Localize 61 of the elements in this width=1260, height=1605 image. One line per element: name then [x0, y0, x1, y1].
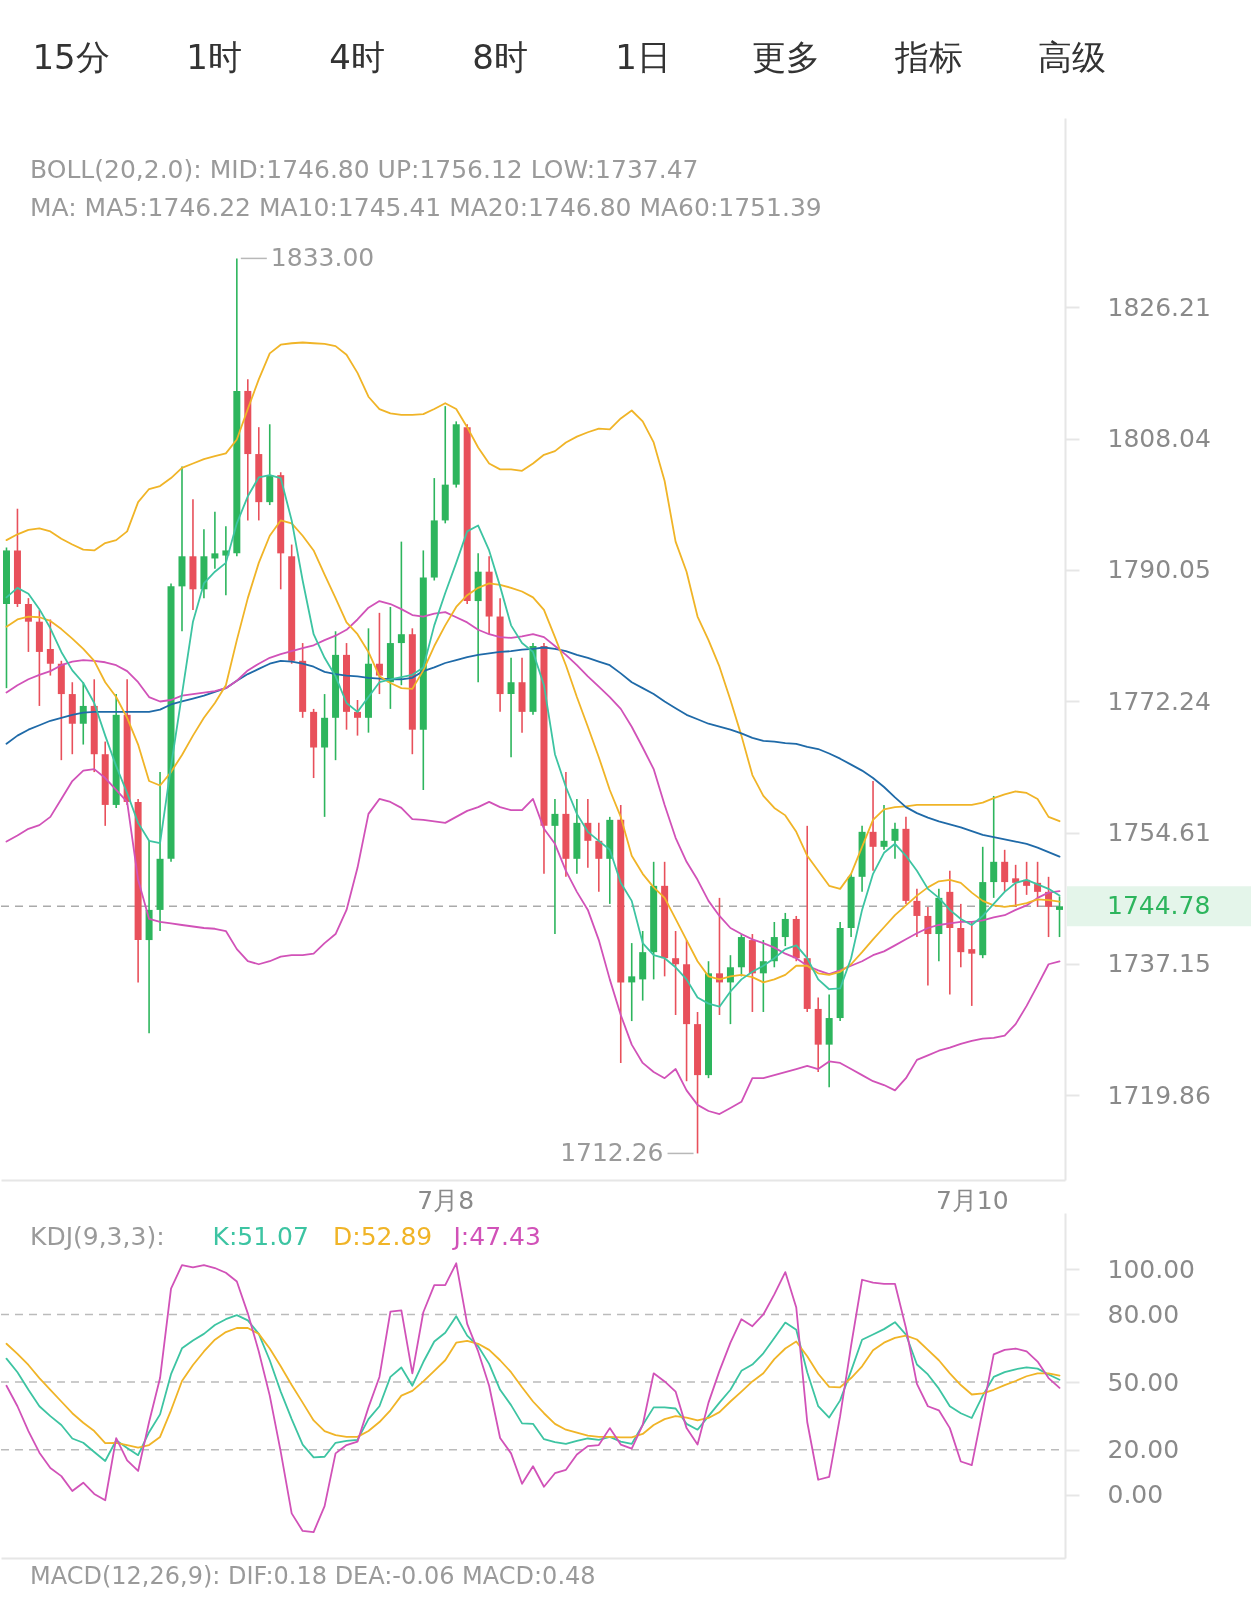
series-label: J:47.43 [451, 1222, 541, 1251]
y-tick-label: 1754.61 [1107, 818, 1211, 848]
candlestick [628, 942, 636, 1022]
text: 1712.26 [560, 1138, 664, 1168]
y-tick-label: 50.00 [1107, 1367, 1180, 1397]
y-tick-label: 100.00 [1107, 1254, 1195, 1284]
text: 1时 [186, 37, 242, 77]
text: 4时 [329, 37, 385, 77]
text: MACD(12,26,9): DIF:0.18 DEA:-0.06 MACD:0.48 [30, 1562, 596, 1590]
y-tick-label: 1826.21 [1107, 292, 1211, 322]
candlestick [1012, 864, 1020, 908]
text: 更多 [752, 37, 820, 77]
candlestick [211, 510, 219, 570]
candlestick [1056, 895, 1064, 938]
y-tick-label: 20.00 [1107, 1435, 1180, 1465]
candlestick [781, 912, 789, 947]
candlestick [672, 930, 680, 1016]
text: 1833.00 [270, 243, 375, 273]
annotation: BOLL(20,2.0): MID:1746.80 UP:1756.12 LOW:1737.47 [30, 155, 699, 184]
line-series [5, 768, 1061, 1115]
candlestick [24, 597, 32, 653]
y-tick-label: 1808.04 [1107, 424, 1211, 453]
y-tick-label: 80.00 [1107, 1299, 1180, 1329]
candlestick [397, 540, 405, 686]
candlestick [869, 780, 877, 872]
candlestick [990, 795, 998, 899]
candlestick [913, 888, 921, 938]
line-series [5, 1327, 1061, 1449]
y-tick-label: 1737.15 [1107, 949, 1211, 979]
candlestick [79, 681, 87, 746]
text: 高级 [1038, 37, 1106, 77]
candlestick [353, 699, 361, 737]
x-tick-label: 7月8 [417, 1185, 475, 1215]
text: 1日 [615, 37, 671, 77]
candlestick [507, 657, 515, 758]
text: D:52.89 [333, 1222, 433, 1251]
line-series [5, 1314, 1061, 1462]
line-series [5, 646, 1061, 858]
text: K:51.07 [212, 1222, 309, 1251]
candlestick [46, 618, 54, 677]
y-tick-label: 0.00 [1107, 1480, 1164, 1510]
y-tick-label: 1719.86 [1107, 1080, 1211, 1110]
text: 8时 [472, 37, 528, 77]
candlestick [880, 804, 888, 851]
line-series [5, 1262, 1061, 1533]
legend-title: KDJ(9,3,3): [30, 1222, 165, 1251]
text: 指标 [894, 37, 963, 77]
y-tick-label: 1772.24 [1107, 686, 1211, 716]
text: 15分 [32, 37, 110, 77]
ref-line-label: 1744.78 [1107, 891, 1211, 921]
line-series [5, 600, 1061, 975]
candlestick [968, 921, 976, 1007]
annotation: MA: MA5:1746.22 MA10:1745.41 MA20:1746.80 MA60:1751.39 [30, 193, 822, 222]
candlestick [891, 822, 899, 860]
candlestick [595, 822, 603, 893]
candlestick [551, 798, 559, 935]
x-tick-label: 7月10 [935, 1185, 1009, 1215]
y-tick-label: 1790.05 [1107, 555, 1211, 585]
line-series [5, 341, 1061, 890]
candlestick [222, 525, 230, 596]
candlestick [1001, 849, 1009, 893]
